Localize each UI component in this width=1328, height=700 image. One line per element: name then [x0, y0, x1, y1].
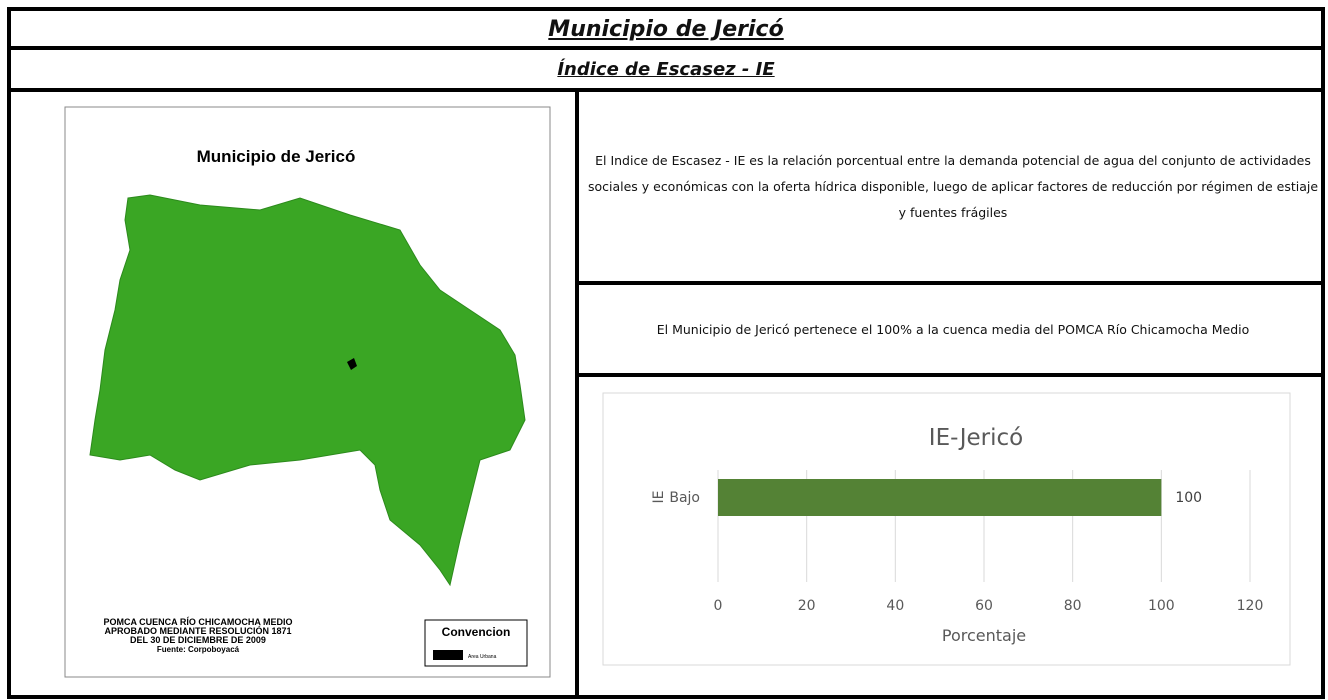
bar: [718, 479, 1162, 516]
x-tick-label: 40: [886, 598, 904, 614]
x-tick-label: 20: [798, 598, 816, 614]
legend-item: Area Urbana: [468, 654, 497, 660]
map-footer: Fuente: Corpoboyacá: [157, 645, 240, 654]
chart-title: IE-Jericó: [929, 425, 1023, 451]
x-tick-label: 60: [975, 598, 993, 614]
y-tick-label: Bajo: [669, 490, 700, 506]
x-tick-label: 100: [1148, 598, 1175, 614]
map-footer: POMCA CUENCA RÍO CHICAMOCHA MEDIO: [104, 617, 293, 627]
map-footer: APROBADO MEDIANTE RESOLUCIÓN 1871: [104, 625, 291, 636]
municipality-shape: [89, 194, 526, 587]
page-title: Municipio de Jericó: [548, 16, 784, 42]
description: El Indice de Escasez - IE es la relación…: [587, 152, 1319, 220]
map-footer: DEL 30 DE DICIEMBRE DE 2009: [130, 635, 266, 645]
legend-swatch: [433, 650, 463, 660]
outer-border: [7, 7, 1325, 699]
x-axis-label: Porcentaje: [942, 626, 1026, 645]
map-legend: [424, 619, 528, 667]
x-tick-label: 80: [1064, 598, 1082, 614]
category-group-label: IE: [651, 491, 667, 504]
x-tick-label: 0: [714, 598, 723, 614]
page-subtitle: Índice de Escasez - IE: [557, 58, 775, 80]
legend-title: Convencion: [442, 625, 511, 639]
data-label: 100: [1175, 490, 1202, 506]
map-title: Municipio de Jericó: [197, 147, 356, 166]
x-tick-label: 120: [1237, 598, 1264, 614]
urban-area: [347, 358, 357, 370]
note: El Municipio de Jericó pertenece el 100%…: [656, 321, 1250, 337]
